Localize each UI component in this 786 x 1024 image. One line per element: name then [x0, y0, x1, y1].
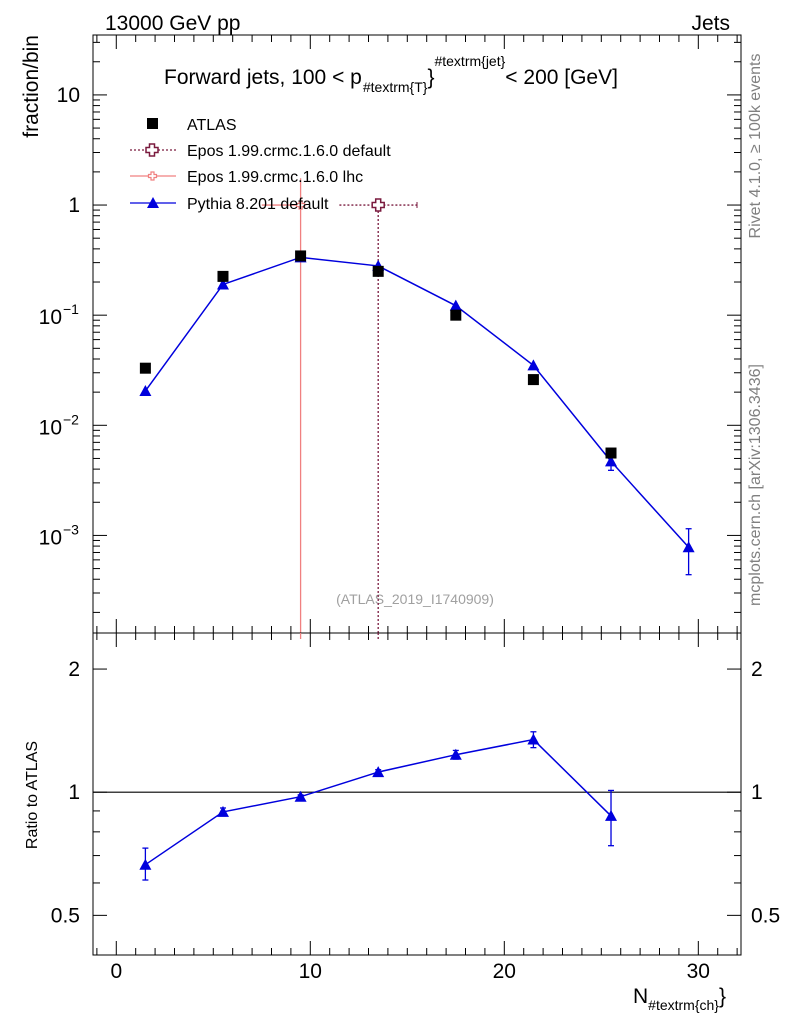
analysis-watermark: (ATLAS_2019_I1740909) — [336, 591, 494, 607]
ratio-axis-ticks — [93, 633, 741, 956]
pythia-point — [682, 541, 695, 553]
ratio-pythia-point — [294, 790, 307, 802]
x-axis-label-base: N — [633, 985, 648, 1008]
pythia-point — [139, 384, 152, 396]
title-part-2: < 200 [GeV] — [505, 66, 618, 89]
x-tick-labels: 0 10 20 30 — [110, 960, 710, 983]
ratio-frame — [92, 632, 742, 956]
x-axis-label: N #textrm{ch} } — [633, 985, 726, 1013]
ratio-pythia-point — [527, 733, 540, 745]
epos-default-point — [371, 198, 385, 212]
y-tick-label-exponent: −2 — [63, 411, 79, 427]
ratio-pythia-point — [372, 766, 385, 778]
main-axis-ticks — [93, 35, 741, 633]
ratio-pythia-point — [216, 805, 229, 817]
pythia-point — [605, 455, 618, 467]
ratio-y-tick-label-left: 1 — [68, 781, 80, 804]
jets-label: Jets — [691, 12, 730, 35]
atlas-point — [217, 270, 229, 282]
legend-label-epos-default: Epos 1.99.crmc.1.6.0 default — [187, 143, 391, 160]
y-tick-label-base: 10 — [39, 416, 62, 439]
title-brace: } — [427, 66, 434, 89]
legend-entry-atlas: ATLAS — [147, 117, 237, 134]
ratio-y-tick-label-right: 1 — [751, 781, 763, 804]
y-tick-label-base: 10 — [39, 526, 62, 549]
energy-label: 13000 GeV pp — [105, 12, 240, 35]
ratio-series — [93, 633, 741, 881]
legend-marker-atlas — [147, 118, 158, 129]
legend-entry-pythia: Pythia 8.201 default — [130, 196, 329, 213]
main-series — [139, 178, 695, 633]
x-tick-label: 30 — [687, 960, 710, 983]
atlas-point — [527, 374, 539, 386]
title-superscript: #textrm{jet} — [434, 53, 505, 69]
chart-title: Forward jets, 100 < p #textrm{T} } #text… — [164, 53, 618, 95]
atlas-point — [450, 309, 462, 321]
ratio-pythia-point — [449, 748, 462, 760]
ratio-y-tick-label-left: 2 — [68, 658, 80, 681]
ratio-pythia-line — [144, 738, 612, 866]
ratio-y-tick-label-right: 0.5 — [751, 904, 780, 927]
x-axis-label-subscript: #textrm{ch} — [648, 997, 719, 1013]
legend-marker-epos-default — [145, 143, 159, 157]
rivet-label: Rivet 4.1.0, ≥ 100k events — [747, 54, 764, 239]
ratio-y-tick-label-left: 0.5 — [51, 904, 80, 927]
legend-label-pythia: Pythia 8.201 default — [187, 196, 329, 213]
atlas-point — [372, 265, 384, 277]
y-tick-label-exponent: −1 — [63, 301, 79, 317]
x-tick-label: 10 — [299, 960, 322, 983]
pythia-point — [527, 359, 540, 371]
pythia-line — [144, 256, 690, 548]
ratio-panel: 0.5 0.5 1 1 2 2 0 10 20 30 Ratio to ATLAS N #tex… — [24, 632, 780, 1013]
x-tick-label: 20 — [493, 960, 516, 983]
y-tick-label-exponent: −3 — [63, 521, 79, 537]
legend-label-atlas: ATLAS — [187, 117, 237, 134]
legend: ATLAS Epos 1.99.crmc.1.6.0 default Epos … — [130, 117, 391, 213]
mcplots-label: mcplots.cern.ch [arXiv:1306.3436] — [747, 364, 764, 606]
x-tick-label: 0 — [110, 960, 122, 983]
pythia-point — [449, 299, 462, 311]
y-tick-label: 10 — [57, 84, 80, 107]
epos-lhc-point — [295, 200, 306, 210]
legend-marker-pythia — [147, 197, 159, 208]
ratio-pythia-point — [605, 809, 618, 821]
main-y-axis-label: fraction/bin — [20, 35, 43, 138]
legend-entry-epos-lhc: Epos 1.99.crmc.1.6.0 lhc — [130, 169, 363, 186]
y-tick-label: 1 — [68, 194, 80, 217]
title-part-1: Forward jets, 100 < p — [164, 66, 362, 89]
legend-marker-epos-lhc — [147, 171, 158, 181]
ratio-y-axis-label: Ratio to ATLAS — [24, 741, 41, 849]
atlas-point — [295, 250, 307, 262]
legend-label-epos-lhc: Epos 1.99.crmc.1.6.0 lhc — [187, 169, 363, 186]
pythia-point — [216, 278, 229, 290]
y-tick-label-base: 10 — [39, 306, 62, 329]
atlas-point — [139, 362, 151, 374]
title-subscript: #textrm{T} — [363, 79, 428, 95]
x-axis-label-brace: } — [719, 985, 726, 1008]
ratio-y-tick-label-right: 2 — [751, 658, 763, 681]
ratio-pythia-point — [139, 858, 152, 870]
ratio-y-tick-labels: 0.5 0.5 1 1 2 2 — [51, 658, 780, 927]
legend-entry-epos-default: Epos 1.99.crmc.1.6.0 default — [130, 143, 391, 160]
atlas-point — [605, 447, 617, 459]
